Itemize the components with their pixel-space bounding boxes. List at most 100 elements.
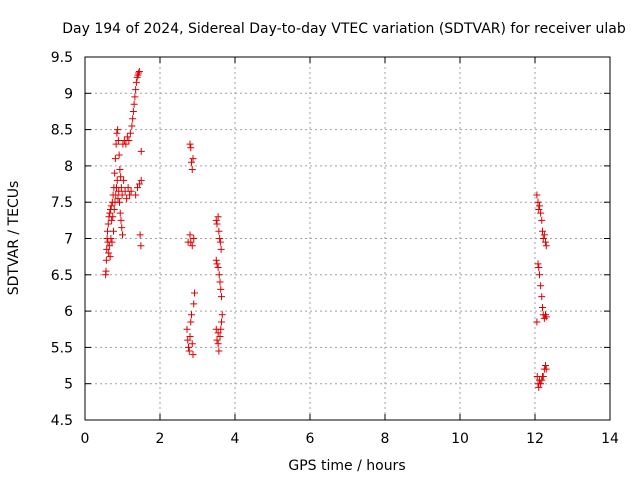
data-point (115, 151, 123, 159)
data-point (116, 166, 124, 174)
data-point (126, 191, 134, 199)
data-point (218, 293, 225, 301)
data-point (190, 300, 198, 308)
data-point (110, 227, 117, 235)
y-axis: 4.5 5 5.5 6 6.5 7 7.5 8 8.5 9 9.5 (51, 50, 610, 429)
data-point (116, 209, 124, 217)
data-point (538, 293, 546, 301)
data-point (218, 311, 226, 319)
y-tick-label: 5.5 (51, 340, 73, 356)
data-point (188, 340, 196, 348)
data-point (102, 267, 110, 275)
data-point (129, 107, 137, 115)
data-point (106, 209, 114, 217)
data-point (190, 235, 198, 242)
data-series (102, 68, 550, 391)
data-point (112, 191, 120, 199)
data-point (125, 136, 133, 144)
data-point (188, 242, 196, 250)
data-point (113, 129, 121, 137)
data-point (539, 303, 546, 311)
data-point (113, 176, 121, 184)
data-point (135, 68, 143, 76)
data-point (108, 216, 116, 224)
data-point (124, 184, 132, 192)
data-point (539, 227, 546, 235)
data-point (213, 260, 221, 268)
plot-frame (84, 56, 611, 421)
data-point (538, 216, 546, 224)
data-point (106, 253, 114, 261)
data-point (542, 313, 550, 321)
data-point (537, 380, 545, 388)
data-point (214, 264, 222, 272)
x-tick-label: 8 (381, 431, 390, 447)
y-tick-label: 6 (64, 304, 73, 320)
y-axis-label: SDTVAR / TECUs (6, 181, 22, 296)
data-point (118, 191, 126, 199)
data-point (107, 202, 115, 210)
data-point (534, 198, 542, 206)
data-point (129, 115, 137, 123)
data-point (114, 126, 122, 134)
data-point (216, 235, 224, 242)
data-point (185, 347, 193, 355)
data-point (137, 242, 145, 250)
data-point (540, 231, 548, 239)
data-point (537, 282, 545, 290)
x-axis: 0 2 4 6 8 10 12 14 (81, 57, 619, 447)
y-tick-label: 4.5 (51, 413, 73, 429)
data-point (186, 140, 194, 148)
data-point (110, 205, 118, 213)
data-point (188, 166, 196, 174)
data-point (131, 93, 139, 101)
data-point (542, 365, 550, 373)
y-tick-label: 9 (64, 86, 73, 102)
data-point (535, 205, 543, 213)
data-point (121, 187, 129, 195)
data-point (187, 144, 195, 152)
data-point (534, 260, 542, 268)
chart-title: Day 194 of 2024, Sidereal Day-to-day VTE… (62, 21, 626, 37)
data-point (216, 333, 224, 341)
data-point (536, 271, 543, 279)
y-tick-label: 8.5 (51, 123, 73, 139)
data-point (542, 362, 549, 370)
x-tick-label: 14 (601, 431, 619, 447)
data-point (117, 173, 125, 181)
data-point (535, 264, 543, 272)
data-point (114, 195, 122, 203)
data-point (109, 213, 117, 221)
data-point (108, 238, 116, 246)
data-point (104, 220, 112, 228)
data-point (123, 195, 131, 203)
data-point (539, 235, 547, 242)
data-point (191, 289, 198, 297)
data-point (214, 213, 222, 221)
data-point (137, 176, 145, 184)
data-point (135, 180, 143, 188)
data-point (134, 184, 141, 192)
data-point (116, 198, 123, 206)
data-point (536, 202, 543, 210)
data-point (533, 191, 541, 199)
data-point (119, 231, 126, 239)
data-point (132, 191, 140, 199)
y-tick-label: 6.5 (51, 268, 73, 284)
data-point (111, 155, 119, 163)
data-point (184, 238, 192, 246)
data-point (126, 129, 134, 137)
data-point (216, 238, 224, 246)
data-point (104, 227, 111, 235)
data-point (118, 224, 126, 232)
data-point (183, 325, 191, 333)
data-point (117, 216, 125, 224)
data-point (215, 347, 223, 355)
data-point (538, 376, 546, 384)
x-tick-label: 2 (156, 431, 165, 447)
data-point (537, 209, 545, 217)
x-tick-label: 0 (81, 431, 90, 447)
data-point (218, 318, 225, 326)
x-tick-label: 4 (231, 431, 240, 447)
